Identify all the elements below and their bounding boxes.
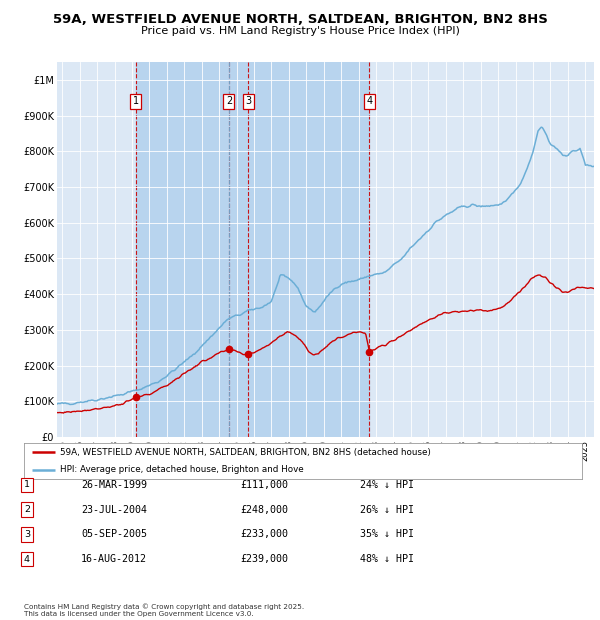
Text: 3: 3 xyxy=(245,96,251,106)
Text: £111,000: £111,000 xyxy=(240,480,288,490)
Text: 1: 1 xyxy=(24,480,30,489)
Text: 23-JUL-2004: 23-JUL-2004 xyxy=(81,505,147,515)
Text: 05-SEP-2005: 05-SEP-2005 xyxy=(81,529,147,539)
Text: 2: 2 xyxy=(226,96,232,106)
Text: £233,000: £233,000 xyxy=(240,529,288,539)
Text: Price paid vs. HM Land Registry's House Price Index (HPI): Price paid vs. HM Land Registry's House … xyxy=(140,26,460,36)
Text: 59A, WESTFIELD AVENUE NORTH, SALTDEAN, BRIGHTON, BN2 8HS: 59A, WESTFIELD AVENUE NORTH, SALTDEAN, B… xyxy=(53,14,547,26)
Bar xyxy=(229,62,248,437)
Bar xyxy=(136,62,229,437)
Text: 35% ↓ HPI: 35% ↓ HPI xyxy=(360,529,414,539)
Text: 59A, WESTFIELD AVENUE NORTH, SALTDEAN, BRIGHTON, BN2 8HS (detached house): 59A, WESTFIELD AVENUE NORTH, SALTDEAN, B… xyxy=(60,448,431,457)
Text: 24% ↓ HPI: 24% ↓ HPI xyxy=(360,480,414,490)
Text: HPI: Average price, detached house, Brighton and Hove: HPI: Average price, detached house, Brig… xyxy=(60,465,304,474)
Text: Contains HM Land Registry data © Crown copyright and database right 2025.: Contains HM Land Registry data © Crown c… xyxy=(24,603,304,609)
Bar xyxy=(248,62,370,437)
Text: £248,000: £248,000 xyxy=(240,505,288,515)
Text: 2: 2 xyxy=(24,505,30,514)
Text: 26-MAR-1999: 26-MAR-1999 xyxy=(81,480,147,490)
Text: 16-AUG-2012: 16-AUG-2012 xyxy=(81,554,147,564)
Text: 48% ↓ HPI: 48% ↓ HPI xyxy=(360,554,414,564)
Text: 4: 4 xyxy=(24,555,30,564)
Text: 1: 1 xyxy=(133,96,139,106)
Text: £239,000: £239,000 xyxy=(240,554,288,564)
Text: 4: 4 xyxy=(367,96,373,106)
Text: This data is licensed under the Open Government Licence v3.0.: This data is licensed under the Open Gov… xyxy=(24,611,254,617)
Text: 26% ↓ HPI: 26% ↓ HPI xyxy=(360,505,414,515)
Text: 3: 3 xyxy=(24,530,30,539)
